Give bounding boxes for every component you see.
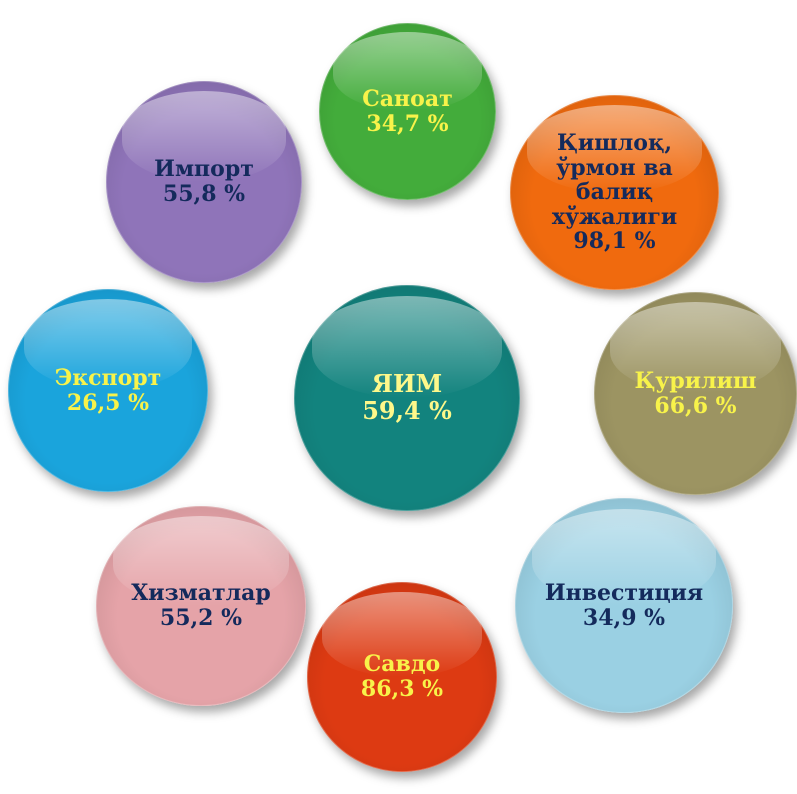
circle-label-line: Экспорт <box>54 364 162 391</box>
circle-label-line: Импорт <box>154 156 254 183</box>
circle-label-line: Қурилиш <box>634 367 757 394</box>
circle-text-investitsiya: Инвестиция 34,9 % <box>545 581 703 630</box>
center-value: 59,4 % <box>362 396 452 425</box>
circle-value: 34,7 % <box>366 110 449 137</box>
circle-label-line: Қишлоқ, <box>556 129 672 156</box>
circle-text-xizmatlar: Хизматлар 55,2 % <box>131 581 271 630</box>
circle-investitsiya: Инвестиция 34,9 % <box>515 498 733 713</box>
circle-value: 86,3 % <box>360 676 444 702</box>
circle-eksport: Экспорт 26,5 % <box>8 289 208 492</box>
center-circle-yaim: ЯИМ 59,4 % <box>294 285 520 511</box>
circle-text-savdo: Савдо 86,3 % <box>361 652 443 701</box>
circle-qurilish: Қурилиш 66,6 % <box>594 292 797 495</box>
circle-value: 98,1 % <box>573 228 656 255</box>
circle-label-line: Савдо <box>363 651 441 678</box>
circle-text-eksport: Экспорт 26,5 % <box>55 366 162 415</box>
circle-label-line: хўжалиги <box>551 203 678 230</box>
center-label: ЯИМ <box>371 369 443 399</box>
circle-label-line: Хизматлар <box>131 580 271 607</box>
circle-value: 26,5 % <box>66 389 150 416</box>
circle-text-qurilish: Қурилиш 66,6 % <box>634 369 756 418</box>
circle-label-line: ўрмон ва <box>556 154 673 181</box>
circle-text-import: Импорт 55,8 % <box>154 157 254 206</box>
circle-value: 66,6 % <box>654 392 737 419</box>
circle-value: 34,9 % <box>582 604 666 631</box>
circle-text-sanoat: Саноат 34,7 % <box>362 87 452 136</box>
circle-qishloq: Қишлоқ, ўрмон ва балиқ хўжалиги 98,1 % <box>510 95 719 290</box>
circle-label-line: балиқ <box>575 179 654 206</box>
circle-import: Импорт 55,8 % <box>106 81 302 283</box>
circle-label-line: Саноат <box>362 85 453 112</box>
circle-text-qishloq: Қишлоқ, ўрмон ва балиқ хўжалиги 98,1 % <box>552 131 677 254</box>
circle-savdo: Савдо 86,3 % <box>307 582 497 772</box>
circle-value: 55,8 % <box>162 181 246 207</box>
circle-label-line: Инвестиция <box>544 579 704 606</box>
circle-sanoat: Саноат 34,7 % <box>319 23 496 200</box>
circle-xizmatlar: Хизматлар 55,2 % <box>96 506 306 706</box>
center-text: ЯИМ 59,4 % <box>362 369 452 425</box>
circle-value: 55,2 % <box>159 605 243 631</box>
